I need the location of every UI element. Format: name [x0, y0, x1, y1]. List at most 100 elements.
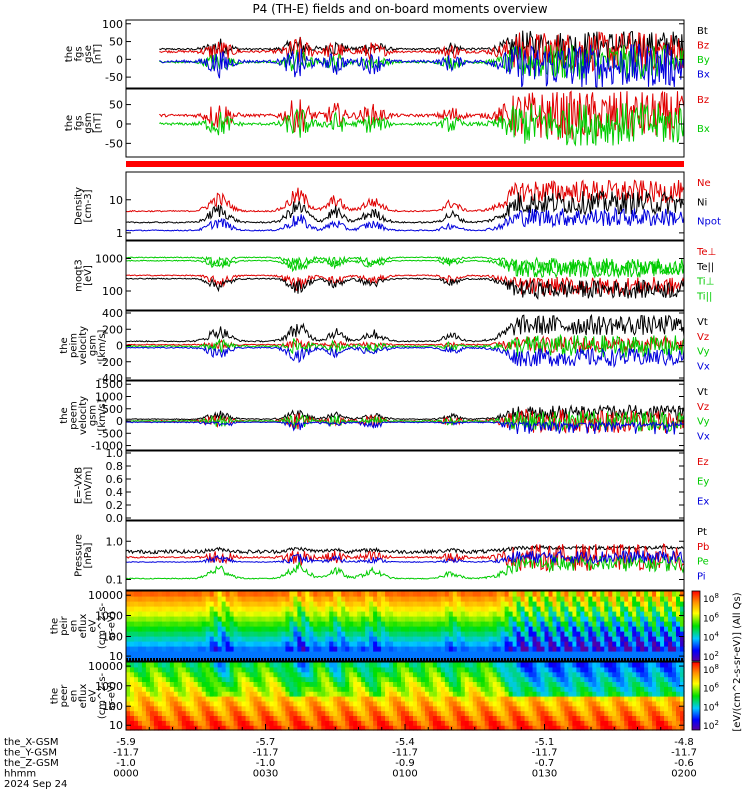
- colorbar-tick: 104: [703, 700, 719, 713]
- series-pressure-3: [125, 549, 685, 565]
- legend-entry: Te⊥: [696, 247, 716, 258]
- x-tick-label: -5.7: [256, 737, 276, 748]
- series-density-0: [125, 179, 685, 213]
- x-tick-label: 0030: [253, 769, 278, 780]
- y-axis-label: peer: [59, 684, 70, 708]
- y-axis-label: sr-eV): [107, 611, 118, 640]
- x-tick-label: -1.0: [256, 758, 276, 769]
- y-tick-label: 50: [109, 99, 123, 112]
- legend-entry: Bz: [697, 41, 709, 52]
- legend-entry: Pe: [697, 557, 709, 568]
- y-axis-label: sr-eV): [107, 681, 118, 710]
- x-tick-label: -11.7: [532, 748, 558, 759]
- series-pressure-0: [125, 544, 685, 556]
- y-axis-label: eV: [88, 689, 99, 702]
- y-axis-label: velocity: [78, 326, 89, 365]
- series-ion-velocity-1: [126, 335, 685, 353]
- y-axis-label: [km/s]: [97, 399, 108, 431]
- panel-pressure: 1.0 0.1 Pressure[nPa] Pt Pb Pe Pi: [73, 520, 709, 591]
- legend-entry: Ti⊥: [696, 277, 714, 288]
- data-gap-bar: [126, 161, 684, 167]
- y-axis-label: (cm^2-s-: [97, 672, 108, 719]
- legend-entry: Ni: [697, 197, 707, 208]
- y-tick-label: -200: [98, 356, 123, 369]
- series-fgs-gse-0: [159, 30, 685, 61]
- y-axis-label: peir: [59, 615, 70, 635]
- x-axis-row-label: hhmm: [4, 769, 36, 780]
- panel-density: 10 1 Density[cm-3] Ne Ni Npot: [73, 171, 721, 241]
- legend-entry: Vx: [697, 361, 710, 372]
- x-axis-row-label: the_X-GSM: [4, 737, 58, 748]
- series-electron-velocity-2: [125, 410, 685, 433]
- y-axis-label: gse: [83, 45, 94, 63]
- legend-entry: Ez: [697, 457, 709, 468]
- y-tick-label: 400: [102, 307, 123, 320]
- y-tick-label: 0.2: [106, 499, 124, 512]
- date-label: 2024 Sep 24: [4, 779, 67, 790]
- y-axis-label: E=-VxB: [73, 467, 84, 504]
- y-tick-label: 0.8: [106, 460, 124, 473]
- series-density-2: [125, 206, 685, 232]
- panel-frame: [125, 240, 685, 311]
- y-tick-label: 0.4: [106, 486, 124, 499]
- colorbar-tick: 102: [703, 650, 719, 663]
- y-tick-label: 50: [109, 36, 123, 49]
- y-axis-label: Pressure: [73, 534, 84, 577]
- legend-entry: Vz: [697, 332, 709, 343]
- legend-entry: Ey: [697, 477, 709, 488]
- y-tick-label: 1000: [95, 610, 123, 623]
- x-tick-label: -1.0: [116, 758, 136, 769]
- spectrogram-ion-spectrogram: [126, 591, 685, 662]
- y-axis-label: eV: [88, 619, 99, 632]
- y-tick-label: -1000: [91, 440, 123, 453]
- y-axis-label: peim: [69, 333, 80, 358]
- x-tick-label: 0130: [532, 769, 557, 780]
- y-axis-label: en: [69, 620, 80, 633]
- y-axis-label: [km/s]: [97, 329, 108, 361]
- x-tick-label: -4.8: [674, 737, 694, 748]
- y-axis-label: gsm: [88, 335, 99, 356]
- x-tick-label: -5.1: [535, 737, 555, 748]
- panel-frame: [125, 450, 685, 521]
- y-tick-label: 100: [102, 700, 123, 713]
- x-axis-row-label: the_Z-GSM: [4, 758, 59, 769]
- x-tick-label: -0.9: [395, 758, 415, 769]
- y-tick-label: 1.0: [106, 535, 124, 548]
- x-tick-label: -11.7: [392, 748, 418, 759]
- legend-entry: Bz: [697, 95, 709, 106]
- panel-electron-spectrogram: 10000 1000 100 10 thepeerenefluxeV(cm^2-s-sr…: [50, 660, 685, 732]
- y-tick-label: -400: [98, 372, 123, 385]
- legend-entry: Ne: [697, 178, 711, 189]
- y-tick-label: -500: [98, 427, 123, 440]
- colorbar-label: [eV/(cm^2-s-sr-eV)] (All Qs): [732, 592, 743, 731]
- x-tick-label: -11.7: [671, 748, 697, 759]
- y-tick-label: 1.0: [106, 447, 124, 460]
- y-tick-label: 100: [102, 18, 123, 31]
- y-axis-label: en: [69, 690, 80, 703]
- panel-efield: 1.00.80.60.40.20.0 E=-VxB[mV/m] Ez Ey Ex: [73, 447, 709, 525]
- y-tick-label: 1000: [95, 680, 123, 693]
- y-tick-label: 1: [116, 227, 123, 240]
- y-axis-label: peem: [69, 401, 80, 429]
- colorbar-tick: 104: [703, 631, 719, 644]
- series-fgs-gse-1: [159, 31, 685, 73]
- y-tick-label: 10: [109, 719, 123, 732]
- series-electron-velocity-3: [125, 420, 685, 435]
- series-density-1: [125, 190, 685, 224]
- y-tick-label: 10000: [88, 660, 123, 673]
- y-axis-label: (cm^2-s-: [97, 602, 108, 649]
- legend-entry: Vy: [697, 417, 710, 428]
- y-axis-label: the: [64, 46, 75, 62]
- colorbar-tick: 102: [703, 719, 719, 732]
- series-fgs-gse-3: [159, 43, 685, 88]
- spectrogram-electron-spectrogram: [126, 662, 685, 731]
- x-tick-label: 0100: [392, 769, 417, 780]
- series-temperature-1: [125, 277, 685, 300]
- y-axis-label: fgs: [73, 115, 84, 130]
- x-tick-label: -0.7: [535, 758, 555, 769]
- legend-entry: Vt: [697, 317, 708, 328]
- y-axis-label: the: [50, 618, 61, 634]
- legend-entry: Ex: [697, 496, 709, 507]
